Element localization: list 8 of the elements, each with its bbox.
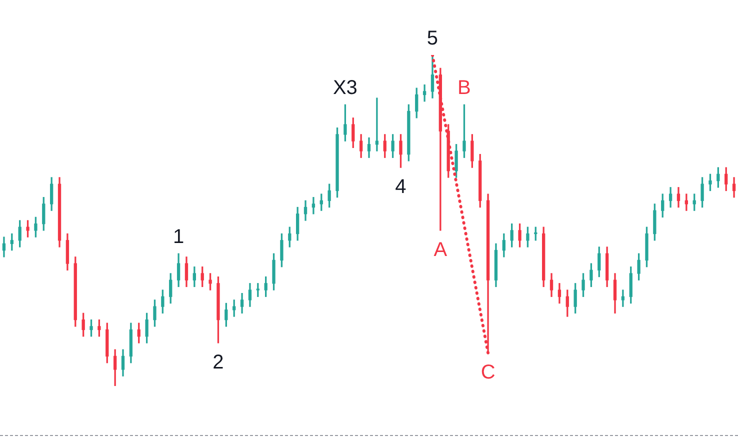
annotation: 4	[395, 176, 406, 198]
annotation: C	[480, 361, 496, 384]
annotation: 1	[172, 226, 184, 248]
annotation: B	[458, 77, 471, 100]
annotation: A	[434, 238, 448, 261]
annotation: 2	[212, 351, 224, 374]
annotation: X3	[332, 77, 358, 100]
annotation: 5	[426, 28, 438, 50]
